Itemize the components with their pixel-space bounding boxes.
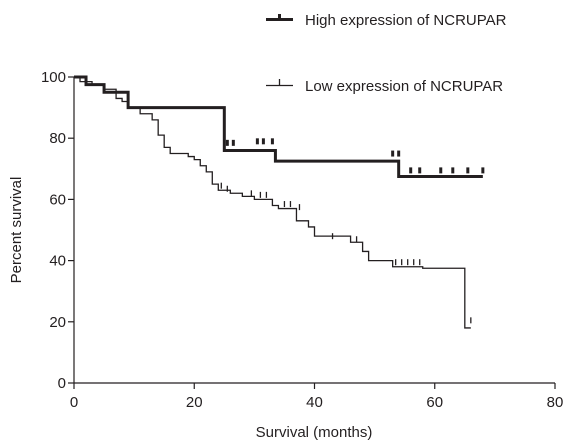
legend-label-high-expression: High expression of NCRUPAR <box>305 12 507 29</box>
y-tick-label-20: 20 <box>49 314 66 331</box>
legend-label-low-expression: Low expression of NCRUPAR <box>305 78 503 95</box>
x-axis-ticks: 0 20 40 60 80 <box>70 383 564 411</box>
x-tick-label-80: 80 <box>547 394 564 411</box>
legend-item-high-expression: High expression of NCRUPAR <box>266 12 507 29</box>
y-axis-title: Percent survival <box>8 177 25 284</box>
x-tick-label-20: 20 <box>186 394 203 411</box>
y-tick-label-0: 0 <box>58 375 66 392</box>
legend-item-low-expression: Low expression of NCRUPAR <box>266 78 503 95</box>
x-tick-label-0: 0 <box>70 394 78 411</box>
plot-area <box>74 75 485 329</box>
y-tick-label-40: 40 <box>49 253 66 270</box>
y-tick-label-100: 100 <box>41 69 66 86</box>
y-axis-ticks: 0 20 40 60 80 100 <box>41 69 74 392</box>
x-axis-title: Survival (months) <box>256 424 373 441</box>
axes: 0 20 40 60 80 100 0 20 40 60 80 <box>41 69 563 411</box>
curve-low-expression <box>74 76 471 329</box>
curve-high-expression <box>74 75 483 178</box>
y-tick-label-60: 60 <box>49 191 66 208</box>
y-tick-label-80: 80 <box>49 130 66 147</box>
x-tick-label-60: 60 <box>426 394 443 411</box>
legend: High expression of NCRUPAR Low expressio… <box>266 12 507 95</box>
x-tick-label-40: 40 <box>306 394 323 411</box>
